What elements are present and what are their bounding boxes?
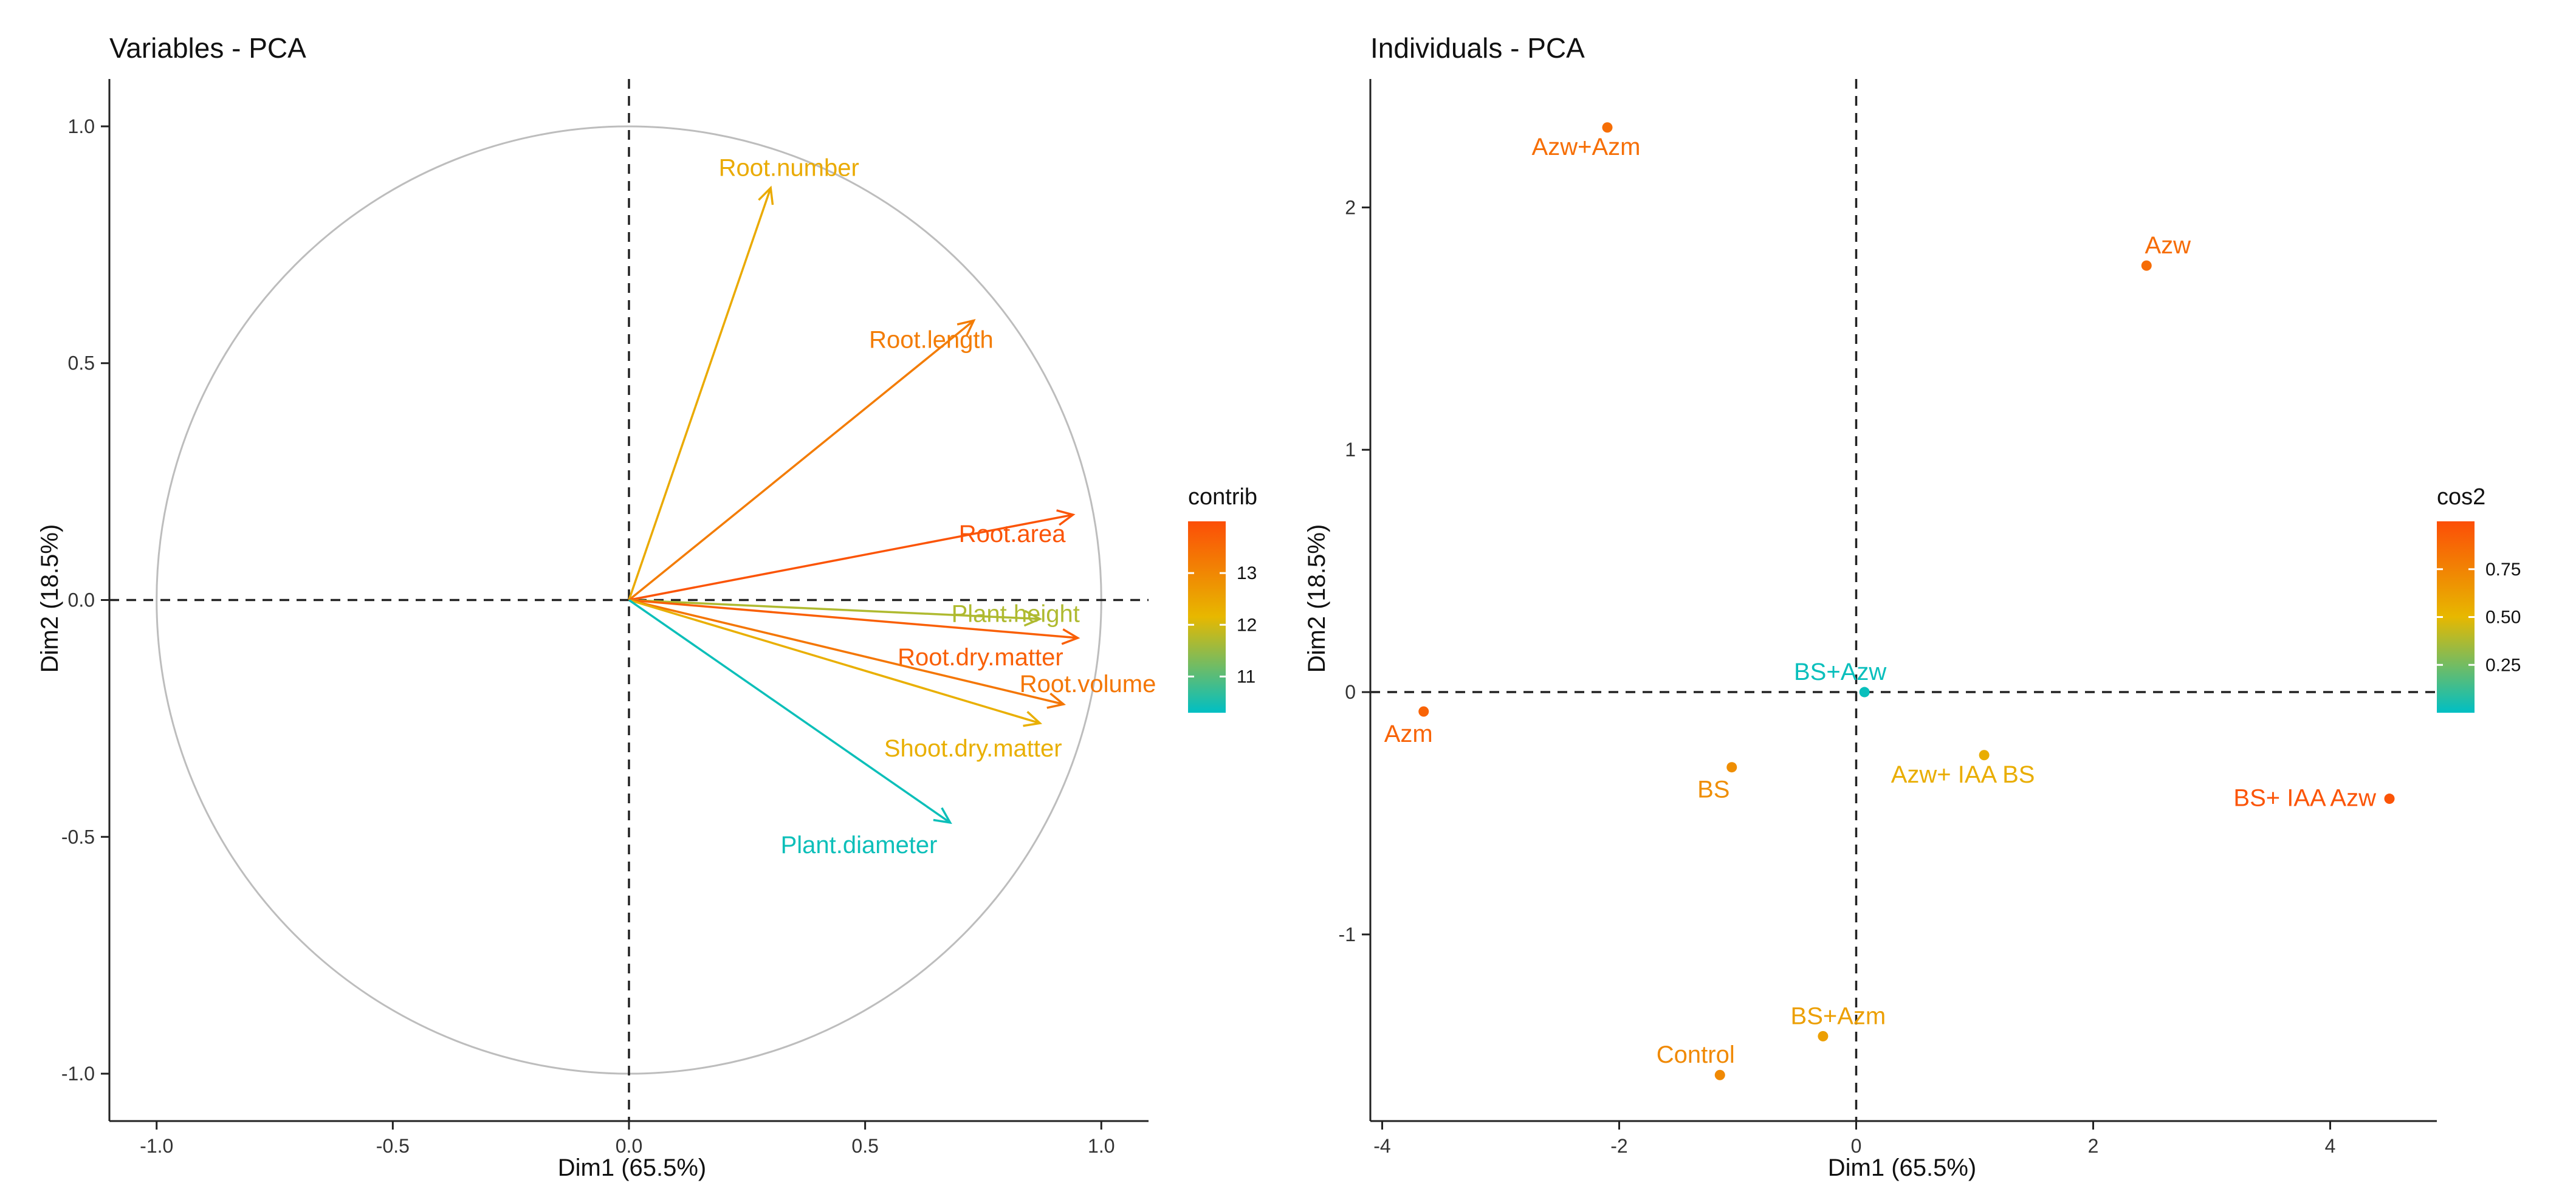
individuals-y-tick-label: 0 bbox=[1345, 681, 1356, 703]
point-label-azw-iaa-bs: Azw+ IAA BS bbox=[1891, 761, 2035, 788]
arrowhead-root-area bbox=[1056, 509, 1076, 526]
variables-y-tick-label: -0.5 bbox=[61, 826, 95, 848]
arrowhead-root-number bbox=[758, 185, 774, 205]
point-bs bbox=[1726, 762, 1737, 773]
point-azm bbox=[1418, 706, 1429, 717]
point-bs-azw bbox=[1859, 687, 1870, 698]
arrowhead-plant-diameter bbox=[933, 807, 952, 825]
arrowhead-root-dry-matter bbox=[1061, 628, 1080, 645]
point-label-bs: BS bbox=[1697, 777, 1729, 803]
cos2-legend: cos2 0.25 0.50 0.75 bbox=[2437, 484, 2521, 713]
individuals-x-axis-title: Dim1 (65.5%) bbox=[1828, 1154, 1977, 1181]
point-label-azw-azm: Azw+Azm bbox=[1532, 134, 1641, 160]
point-label-azw: Azw bbox=[2145, 232, 2191, 259]
variables-pca-title: Variables - PCA bbox=[109, 32, 306, 64]
individuals-pca-title: Individuals - PCA bbox=[1370, 32, 1585, 64]
arrowhead-plant-height bbox=[1023, 609, 1043, 627]
variables-plot-area: -1.0 -0.5 0.0 0.5 1.0 -1.0 -0.5 0.0 0.5 1.0 Root.n… bbox=[61, 79, 1156, 1157]
individuals-y-tick-label: 1 bbox=[1345, 439, 1356, 461]
contrib-legend: contrib 11 12 13 bbox=[1188, 484, 1257, 713]
variables-x-tick-label: 0.0 bbox=[616, 1135, 642, 1157]
arrow-plant-diameter bbox=[628, 599, 951, 824]
arrow-plant-height bbox=[628, 598, 1040, 620]
arrow-root-dry-matter bbox=[628, 598, 1078, 639]
variables-x-tick-label: -0.5 bbox=[376, 1135, 410, 1157]
arrowhead-root-length bbox=[957, 319, 976, 337]
cos2-legend-tick-label: 0.25 bbox=[2485, 655, 2521, 675]
individuals-y-tick-label: -1 bbox=[1339, 924, 1356, 945]
variables-y-tick-label: 0.5 bbox=[68, 352, 95, 374]
cos2-gradient-bar bbox=[2437, 521, 2475, 713]
arrowhead-shoot-dry-matter bbox=[1023, 710, 1043, 727]
variable-label-root-dry-matter: Root.dry.matter bbox=[898, 644, 1063, 671]
contrib-legend-tick-label: 12 bbox=[1237, 615, 1257, 635]
point-label-azm: Azm bbox=[1384, 721, 1433, 747]
variable-label-root-number: Root.number bbox=[719, 154, 859, 181]
variable-label-plant-height: Plant.height bbox=[952, 601, 1080, 628]
individuals-x-tick-label: 0 bbox=[1851, 1135, 1862, 1157]
variables-pca-panel: Variables - PCA Dim1 (65.5%) Dim2 (18.5%… bbox=[36, 32, 1257, 1181]
variable-label-root-volume: Root.volume bbox=[1020, 671, 1156, 698]
arrow-root-area bbox=[628, 513, 1073, 602]
point-azw bbox=[2141, 260, 2152, 271]
cos2-legend-tick-label: 0.75 bbox=[2485, 560, 2521, 580]
cos2-legend-tick-label: 0.50 bbox=[2485, 608, 2521, 628]
contrib-legend-title: contrib bbox=[1188, 484, 1257, 510]
point-label-bs-azw: BS+Azw bbox=[1794, 659, 1886, 685]
individuals-x-tick-label: -4 bbox=[1373, 1135, 1390, 1157]
individuals-plot-area: -4 -2 0 2 4 -1 0 1 2 Azw+Azm Azw BS+Azw Azm BS Azw+ IA… bbox=[1339, 79, 2437, 1157]
contrib-gradient-bar bbox=[1188, 521, 1226, 713]
contrib-legend-tick-label: 11 bbox=[1237, 667, 1255, 687]
variable-label-plant-diameter: Plant.diameter bbox=[781, 832, 938, 859]
variables-x-axis-title: Dim1 (65.5%) bbox=[558, 1154, 707, 1181]
cos2-legend-title: cos2 bbox=[2437, 484, 2485, 510]
arrowhead-root-volume bbox=[1046, 692, 1066, 709]
variables-x-tick-label: 0.5 bbox=[851, 1135, 878, 1157]
individuals-y-tick-label: 2 bbox=[1345, 196, 1356, 218]
point-label-bs-azm: BS+Azm bbox=[1791, 1003, 1886, 1029]
individuals-pca-panel: Individuals - PCA Dim1 (65.5%) Dim2 (18.… bbox=[1303, 32, 2521, 1181]
variable-label-shoot-dry-matter: Shoot.dry.matter bbox=[884, 735, 1062, 762]
arrow-root-number bbox=[628, 187, 772, 601]
variables-y-axis-title: Dim2 (18.5%) bbox=[36, 524, 63, 673]
point-control bbox=[1714, 1069, 1725, 1080]
variable-label-root-area: Root.area bbox=[959, 521, 1066, 547]
variables-y-tick-label: -1.0 bbox=[61, 1063, 95, 1085]
variables-x-tick-label: -1.0 bbox=[140, 1135, 173, 1157]
individuals-x-tick-label: 2 bbox=[2088, 1135, 2099, 1157]
individuals-x-tick-label: 4 bbox=[2325, 1135, 2336, 1157]
arrow-shoot-dry-matter bbox=[628, 598, 1040, 724]
variables-y-tick-label: 0.0 bbox=[68, 589, 95, 611]
contrib-legend-tick-label: 13 bbox=[1237, 563, 1257, 583]
point-bs-azm bbox=[1818, 1031, 1829, 1041]
individuals-y-axis-title: Dim2 (18.5%) bbox=[1303, 524, 1330, 673]
arrow-root-length bbox=[628, 320, 975, 601]
variables-x-tick-label: 1.0 bbox=[1088, 1135, 1115, 1157]
point-bs-iaa-azw bbox=[2384, 794, 2395, 804]
point-label-bs-iaa-azw: BS+ IAA Azw bbox=[2233, 785, 2376, 812]
point-label-control: Control bbox=[1657, 1041, 1735, 1068]
point-azw-iaa-bs bbox=[1979, 750, 1990, 761]
individuals-x-tick-label: -2 bbox=[1610, 1135, 1627, 1157]
arrow-root-volume bbox=[628, 598, 1064, 705]
variable-label-root-length: Root.length bbox=[869, 327, 994, 354]
variables-y-tick-label: 1.0 bbox=[68, 115, 95, 137]
point-azw-azm bbox=[1602, 122, 1613, 133]
